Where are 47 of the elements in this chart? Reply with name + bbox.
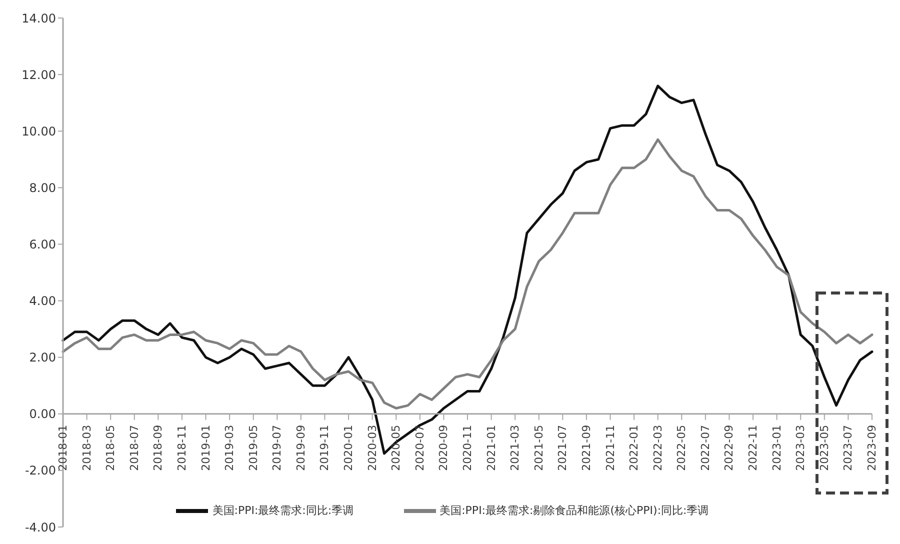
x-tick-label: 2023-05: [818, 424, 831, 471]
x-tick-label: 2018-01: [56, 424, 70, 471]
y-tick-label: 6.00: [29, 237, 56, 252]
x-tick-label: 2019-11: [318, 424, 332, 471]
x-tick-label: 2022-09: [722, 424, 736, 471]
y-tick-label: 8.00: [29, 180, 56, 195]
x-tick-label: 2021-01: [484, 424, 498, 471]
x-tick-label: 2018-05: [104, 424, 118, 471]
legend-label: 美国:PPI:最终需求:同比:季调: [212, 504, 355, 518]
x-tick-label: 2021-09: [580, 424, 593, 471]
x-tick-label: 2019-05: [246, 424, 260, 471]
y-tick-label: -4.00: [24, 520, 56, 534]
x-tick-label: 2020-09: [437, 424, 450, 471]
y-tick-label: 12.00: [22, 68, 56, 82]
y-tick-label: 14.00: [22, 11, 56, 26]
x-tick-label: 2019-07: [270, 424, 284, 471]
x-tick-label: 2020-07: [413, 424, 426, 471]
x-tick-label: 2019-03: [223, 424, 236, 471]
x-tick-label: 2022-05: [675, 424, 688, 471]
x-tick-label: 2018-03: [80, 424, 94, 471]
x-tick-label: 2020-03: [366, 424, 379, 471]
x-tick-label: 2020-11: [461, 424, 474, 471]
x-tick-label: 2020-01: [342, 424, 356, 471]
y-tick-label: 10.00: [22, 124, 56, 138]
x-tick-label: 2021-11: [604, 424, 617, 471]
x-tick-label: 2023-09: [866, 424, 878, 471]
x-tick-label: 2022-07: [698, 424, 712, 471]
x-tick-label: 2023-01: [770, 424, 784, 471]
x-tick-label: 2023-07: [842, 424, 855, 471]
x-tick-label: 2019-01: [199, 424, 212, 471]
line-series: [62, 138, 874, 410]
x-tick-label: 2018-09: [152, 424, 165, 471]
x-tick-label: 2022-01: [628, 424, 641, 471]
y-tick-label: 4.00: [29, 294, 56, 308]
x-tick-label: 2022-11: [746, 424, 760, 471]
x-tick-label: 2019-09: [294, 424, 308, 471]
y-tick-label: 2.00: [29, 350, 56, 365]
x-tick-label: 2018-07: [128, 424, 141, 471]
y-tick-label: -2.00: [24, 464, 56, 478]
x-tick-label: 2021-03: [508, 424, 522, 471]
x-tick-label: 2023-03: [794, 424, 808, 471]
x-tick-label: 2021-05: [532, 424, 546, 471]
legend-label: 美国:PPI:最终需求:剔除食品和能源(核心PPI):同比:季调: [440, 504, 710, 518]
x-tick-label: 2021-07: [556, 424, 570, 471]
x-tick-label: 2022-03: [651, 424, 664, 471]
x-tick-label: 2018-11: [175, 424, 188, 471]
y-tick-label: 0.00: [29, 407, 56, 422]
